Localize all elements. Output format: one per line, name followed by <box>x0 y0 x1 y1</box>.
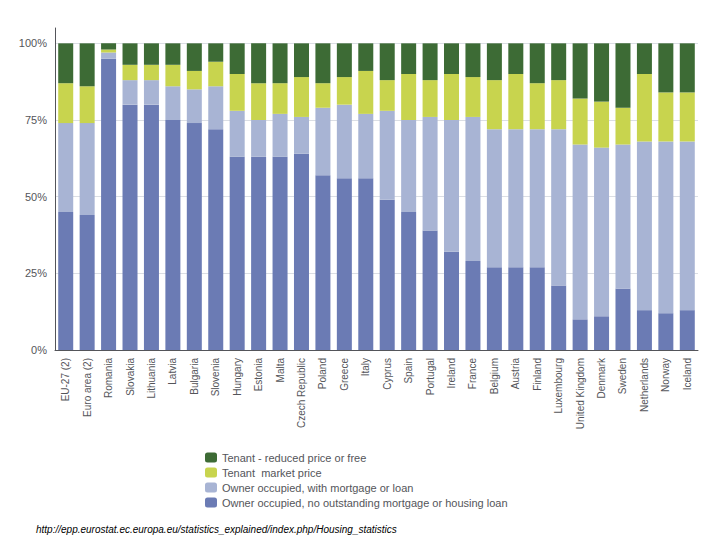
svg-text:Sweden: Sweden <box>617 358 628 394</box>
svg-text:Finland: Finland <box>532 358 543 391</box>
svg-text:Euro area (2): Euro area (2) <box>82 358 93 417</box>
svg-text:Denmark: Denmark <box>596 357 607 399</box>
svg-text:Tenant market price: Tenant market price <box>222 467 322 479</box>
svg-text:Owner occupied, no outstanding: Owner occupied, no outstanding mortgage … <box>222 497 508 509</box>
svg-text:Italy: Italy <box>360 358 371 376</box>
svg-text:100%: 100% <box>19 37 47 49</box>
svg-text:Estonia: Estonia <box>253 358 264 392</box>
svg-text:Hungary: Hungary <box>232 358 243 396</box>
svg-text:France: France <box>467 358 478 390</box>
svg-text:Portugal: Portugal <box>425 358 436 395</box>
svg-text:Tenant - reduced price or free: Tenant - reduced price or free <box>222 452 366 464</box>
svg-text:Poland: Poland <box>317 358 328 389</box>
svg-text:United Kingdom: United Kingdom <box>575 358 586 429</box>
svg-text:0%: 0% <box>31 344 47 356</box>
svg-text:Lithuania: Lithuania <box>146 358 157 399</box>
svg-text:Norway: Norway <box>660 358 671 392</box>
svg-text:Romania: Romania <box>103 358 114 398</box>
svg-text:Iceland: Iceland <box>682 358 693 390</box>
svg-text:25%: 25% <box>25 267 47 279</box>
svg-text:Bulgaria: Bulgaria <box>189 358 200 395</box>
svg-text:Slovakia: Slovakia <box>125 358 136 396</box>
svg-text:75%: 75% <box>25 114 47 126</box>
svg-text:http://epp.eurostat.ec.europa.: http://epp.eurostat.ec.europa.eu/statist… <box>36 524 397 535</box>
svg-text:Spain: Spain <box>403 358 414 384</box>
svg-text:Owner occupied, with mortgage: Owner occupied, with mortgage or loan <box>222 482 413 494</box>
svg-text:50%: 50% <box>25 191 47 203</box>
svg-text:Greece: Greece <box>339 358 350 391</box>
svg-text:EU-27 (2): EU-27 (2) <box>60 358 71 401</box>
svg-text:Malta: Malta <box>275 358 286 383</box>
svg-text:Ireland: Ireland <box>446 358 457 389</box>
svg-text:Cyprus: Cyprus <box>382 358 393 390</box>
svg-text:Slovenia: Slovenia <box>210 358 221 397</box>
svg-text:Luxembourg: Luxembourg <box>553 358 564 414</box>
svg-text:Netherlands: Netherlands <box>639 358 650 412</box>
svg-text:Latvia: Latvia <box>167 358 178 385</box>
svg-text:Belgium: Belgium <box>489 358 500 394</box>
svg-text:Austria: Austria <box>510 358 521 390</box>
svg-text:Czech Republic: Czech Republic <box>296 358 307 428</box>
